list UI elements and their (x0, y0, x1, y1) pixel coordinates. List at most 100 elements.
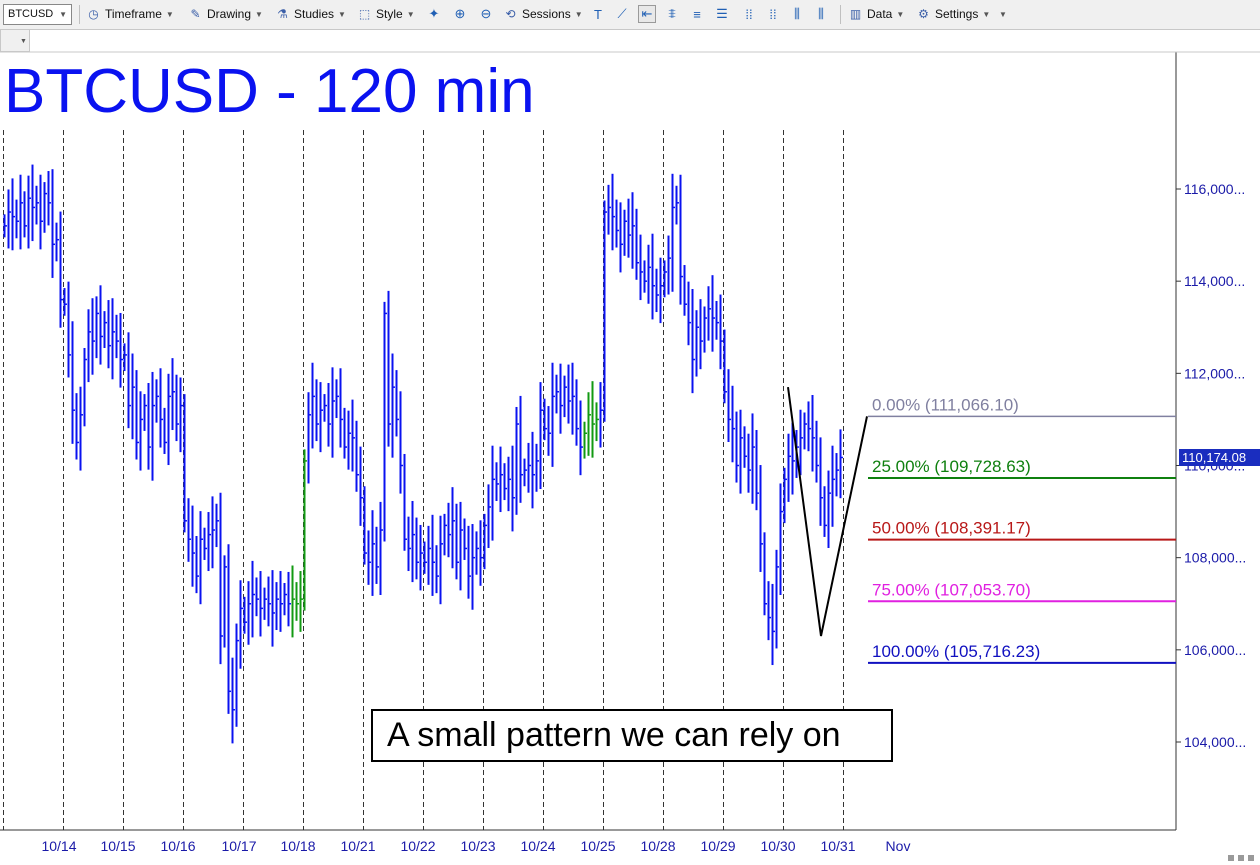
ohlc-bar (727, 369, 731, 442)
ohlc-bar (827, 470, 831, 548)
timeframe-menu[interactable]: ◷ Timeframe ▼ (86, 4, 174, 25)
ohlc-bar (643, 260, 647, 293)
symbol-value: BTCUSD (8, 8, 54, 20)
ohlc-bar (703, 306, 707, 353)
ohlc-bar (215, 503, 219, 548)
chart-annotation: A small pattern we can rely on (371, 709, 893, 762)
bar-spacing-icon[interactable]: ⫼ (818, 6, 824, 21)
data-menu[interactable]: ▥ Data ▼ (848, 4, 904, 25)
ohlc-bar (351, 399, 355, 472)
ohlc-bar (635, 208, 639, 280)
ohlc-bar (451, 487, 455, 569)
ohlc-bar (327, 383, 331, 447)
ohlc-bar (611, 173, 615, 251)
ohlc-bar (347, 410, 351, 470)
x-axis-label: 10/17 (221, 838, 256, 854)
ohlc-bar (239, 580, 243, 669)
toolbar-overflow-button[interactable]: ▼ (999, 4, 1007, 25)
x-axis-label: 10/24 (520, 838, 555, 854)
sessions-icon: ⟲ (505, 7, 516, 21)
scroll-to-start-icon[interactable]: ⇤ (638, 5, 656, 23)
ohlc-bar (459, 501, 463, 591)
ohlc-bar (359, 446, 363, 526)
x-axis-label: 10/15 (100, 838, 135, 854)
ohlc-bar (695, 310, 699, 377)
ohlc-bar (83, 347, 87, 427)
fib-level-label: 75.00% (107,053.70) (872, 580, 1031, 599)
symbol-selector[interactable]: BTCUSD ▼ (3, 4, 72, 25)
ohlc-bar (803, 412, 807, 450)
y-axis-label: 116,000... (1184, 181, 1245, 197)
ohlc-bar (655, 268, 659, 313)
ohlc-bar (607, 184, 611, 235)
settings-label: Settings (935, 7, 979, 21)
ohlc-bar (623, 209, 627, 256)
sessions-menu[interactable]: ⟲ Sessions ▼ (503, 4, 582, 25)
ohlc-bar (771, 583, 775, 666)
ohlc-bar (691, 289, 695, 394)
ohlc-bar (151, 371, 155, 481)
ohlc-bar (547, 406, 551, 456)
ohlc-bar (679, 174, 683, 305)
ohlc-bar (91, 298, 95, 375)
ohlc-bar (127, 332, 131, 429)
crosshair-icon[interactable]: ✦ (428, 6, 440, 21)
ohlc-bar (779, 483, 783, 595)
ohlc-bar (167, 373, 171, 466)
ohlc-bar (47, 171, 51, 226)
ohlc-bar (767, 581, 771, 641)
ohlc-bar (303, 449, 307, 611)
x-axis-label: 10/31 (820, 838, 855, 854)
ohlc-bar (59, 211, 63, 328)
zoom-out-icon[interactable]: ⊖ (480, 6, 492, 21)
ohlc-bar (823, 486, 827, 537)
ohlc-bar (659, 257, 663, 324)
flask-icon: ⚗ (277, 7, 288, 21)
ohlc-bar (23, 191, 27, 238)
ohlc-bar (291, 565, 295, 638)
style-label: Style (376, 7, 403, 21)
fib-tool-icon[interactable]: ⩨ (668, 6, 676, 21)
ohlc-bar (731, 385, 735, 463)
bar-size-increase-icon[interactable]: ⫼ (794, 6, 800, 21)
ohlc-bar (499, 446, 503, 513)
ohlc-bar (235, 623, 239, 727)
resize-grip-icon[interactable] (1228, 855, 1258, 863)
drawing-menu[interactable]: ✎ Drawing ▼ (188, 4, 262, 25)
ohlc-bar (119, 312, 123, 388)
ohlc-bar (11, 178, 15, 251)
zoom-in-icon[interactable]: ⊕ (454, 6, 466, 21)
bar-size-decrease-icon[interactable]: ⁞⁞ (745, 6, 753, 22)
text-tool-icon[interactable]: T (594, 6, 602, 22)
chevron-down-icon: ▼ (59, 10, 67, 19)
ohlc-bar (559, 363, 563, 434)
ohlc-bar (563, 375, 567, 418)
toolbar-divider (79, 5, 80, 24)
ohlc-bar (511, 445, 515, 532)
x-axis-label: 10/18 (280, 838, 315, 854)
ohlc-bar (751, 413, 755, 504)
settings-menu[interactable]: ⚙ Settings ▼ (916, 4, 990, 25)
sessions-label: Sessions (522, 7, 571, 21)
y-axis-label: 104,000... (1184, 734, 1246, 750)
fib-level-label: 0.00% (111,066.10) (872, 395, 1019, 414)
ohlc-bar (255, 577, 259, 617)
horizontal-lines-icon[interactable]: ≡ (693, 6, 701, 22)
ohlc-bar (711, 275, 715, 352)
ohlc-bar (39, 174, 43, 250)
ohlc-bar (223, 555, 227, 648)
ohlc-bar (603, 200, 607, 422)
channel-icon[interactable]: ☰ (716, 6, 728, 21)
ohlc-bar (675, 185, 679, 225)
ohlc-bar (647, 244, 651, 304)
studies-menu[interactable]: ⚗ Studies ▼ (275, 4, 346, 25)
ohlc-bar (447, 502, 451, 558)
style-menu[interactable]: ⬚ Style ▼ (357, 4, 415, 25)
trend-line-icon[interactable]: ⟋ (617, 6, 627, 21)
ohlc-bar (683, 265, 687, 316)
ohlc-bar (463, 518, 467, 560)
ohlc-bar (671, 173, 675, 292)
bar-size-mid-icon[interactable]: ⁞⁞ (769, 6, 777, 22)
ohlc-bar (211, 496, 215, 569)
